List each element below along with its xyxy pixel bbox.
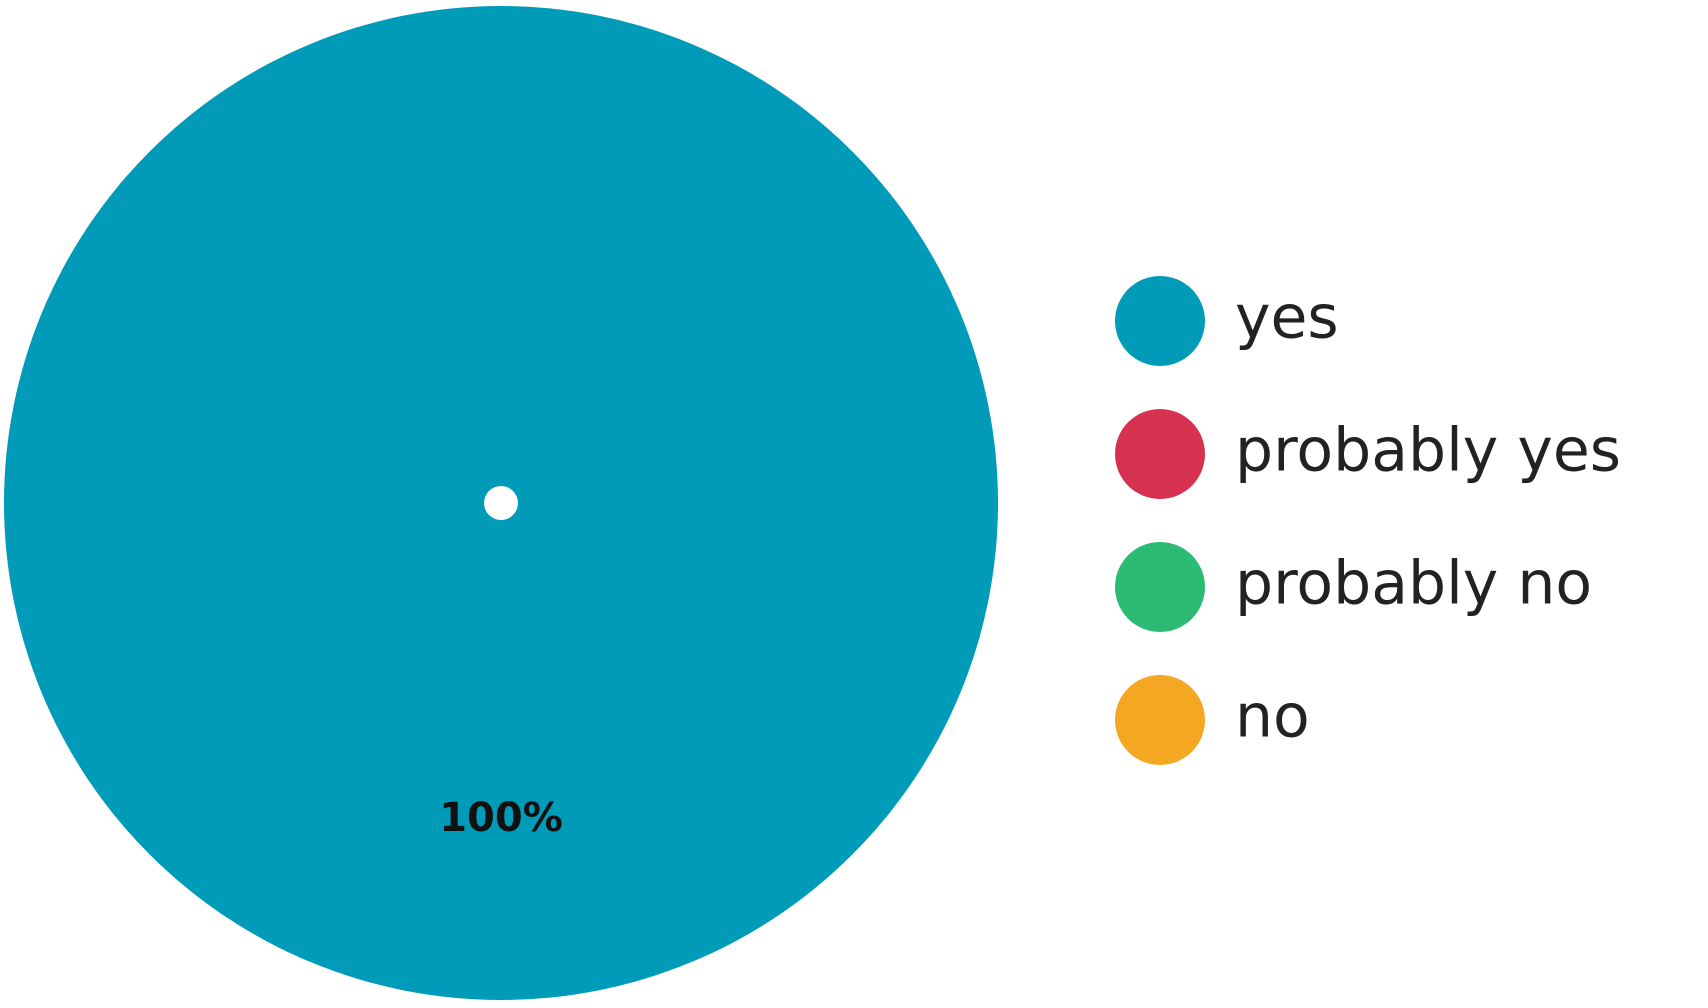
data-label-yes: 100% <box>439 795 563 841</box>
legend-label-yes: yes <box>1235 283 1339 353</box>
legend-item-probably-yes: probably yes <box>1115 409 1621 499</box>
legend: yes probably yes probably no no <box>1115 276 1621 765</box>
pie-data-labels: 100% <box>439 795 563 841</box>
pie-center-dot <box>484 486 518 520</box>
legend-label-no: no <box>1235 682 1310 752</box>
pie-slices <box>4 6 998 1000</box>
legend-marker-yes <box>1115 276 1205 366</box>
legend-item-probably-no: probably no <box>1115 542 1592 632</box>
legend-marker-probably-yes <box>1115 409 1205 499</box>
legend-label-probably-no: probably no <box>1235 549 1592 619</box>
legend-marker-probably-no <box>1115 542 1205 632</box>
legend-label-probably-yes: probably yes <box>1235 416 1621 486</box>
legend-item-yes: yes <box>1115 276 1339 366</box>
legend-marker-no <box>1115 675 1205 765</box>
legend-item-no: no <box>1115 675 1310 765</box>
